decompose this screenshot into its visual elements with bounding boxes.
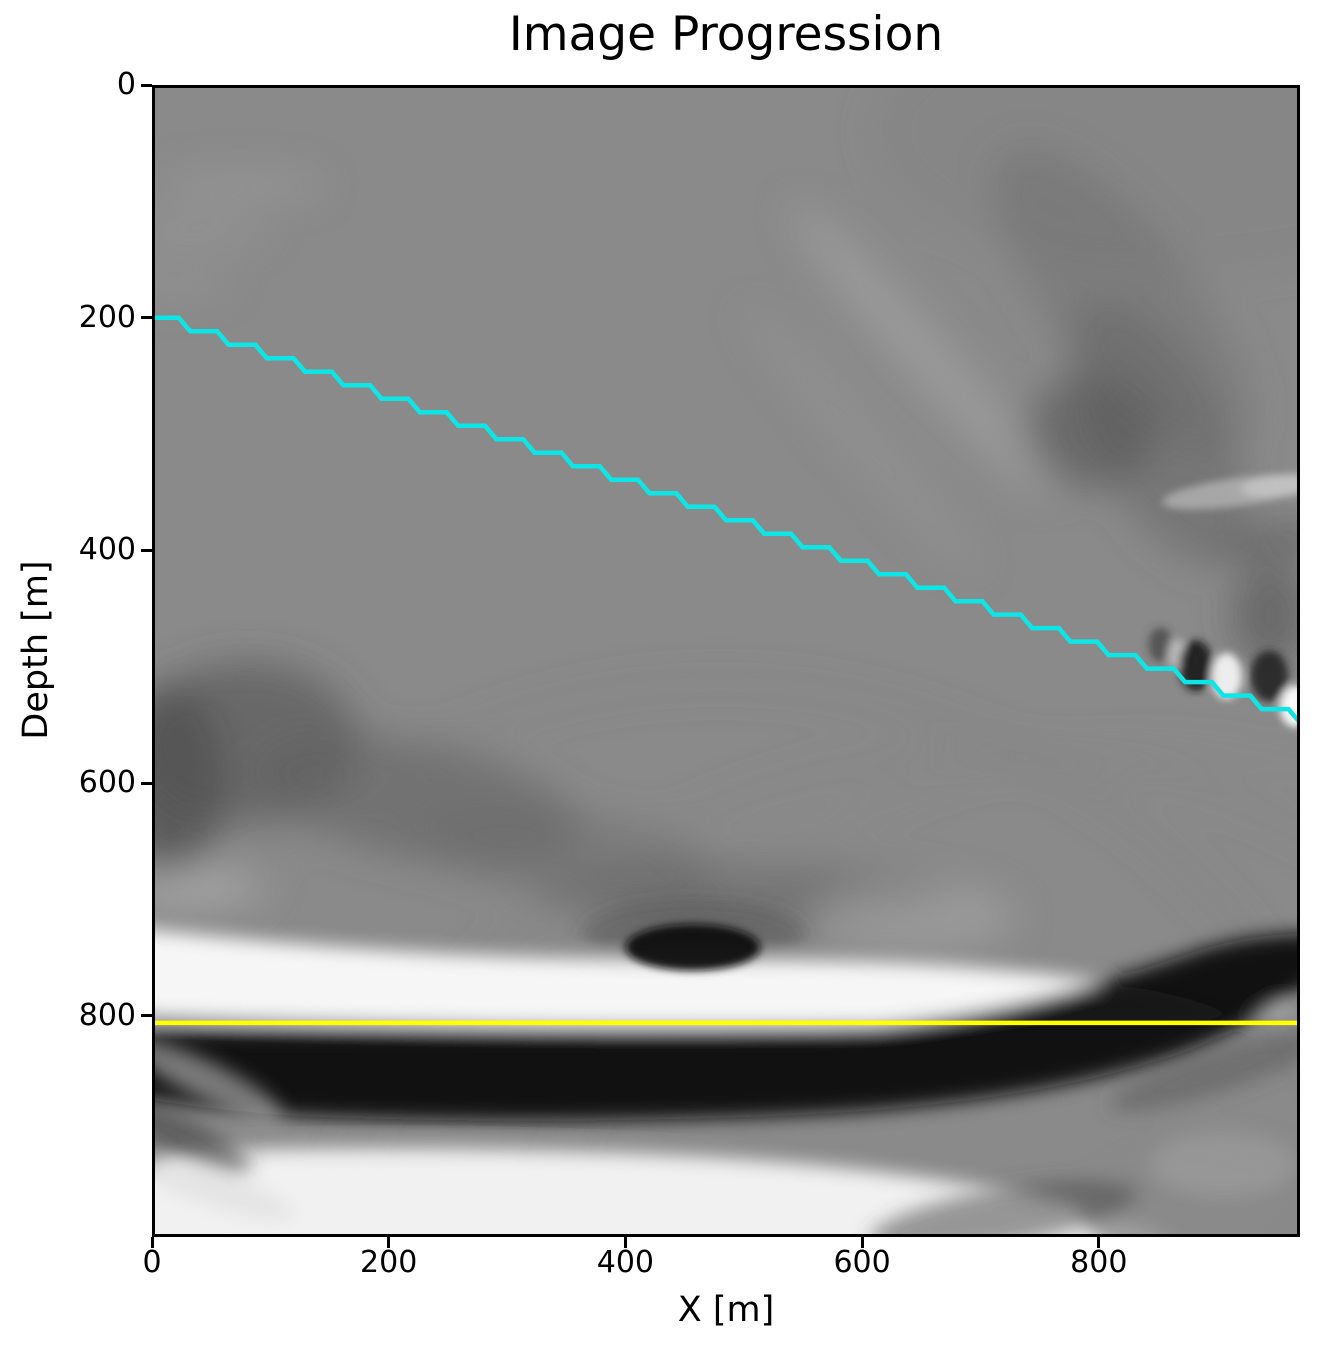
y-tick-mark <box>141 1014 152 1018</box>
x-tick-label: 600 <box>833 1245 891 1280</box>
chart-title: Image Progression <box>508 7 944 62</box>
x-tick-label: 400 <box>596 1245 655 1280</box>
y-tick-label: 0 <box>116 67 136 102</box>
y-tick-label: 200 <box>78 299 136 335</box>
overlay-lines <box>152 318 1300 1023</box>
x-tick-mark <box>623 1237 627 1248</box>
y-tick-label: 600 <box>78 765 136 801</box>
x-tick-label: 800 <box>1070 1245 1128 1280</box>
y-tick-mark <box>141 781 152 785</box>
image-scatterer-details <box>625 473 1300 971</box>
y-tick-mark <box>141 316 152 320</box>
x-tick-mark <box>1097 1237 1101 1248</box>
seismic-image-canvas <box>152 85 1300 1237</box>
x-axis-label: X [m] <box>677 1290 775 1330</box>
x-tick-mark <box>150 1237 154 1248</box>
x-tick-mark <box>860 1237 864 1248</box>
y-tick-mark <box>141 83 152 87</box>
horizon-staircase-line <box>152 318 1300 723</box>
image-edge-streaks <box>152 1032 1300 1237</box>
y-tick-label: 800 <box>78 997 136 1033</box>
y-tick-label: 400 <box>78 532 136 568</box>
y-tick-mark <box>141 548 152 552</box>
x-tick-label: 200 <box>360 1245 418 1280</box>
y-axis-label: Depth [m] <box>16 560 56 740</box>
x-tick-label: 0 <box>142 1245 162 1280</box>
x-tick-mark <box>387 1237 391 1248</box>
